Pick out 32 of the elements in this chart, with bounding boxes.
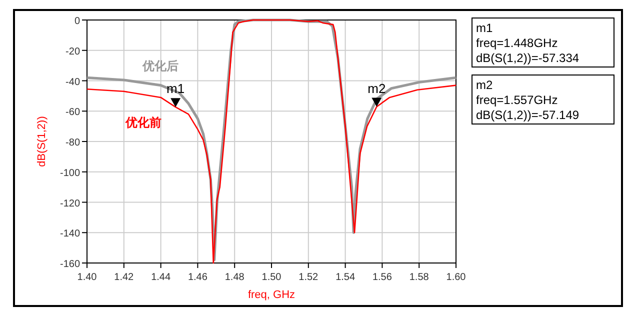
- x-tick-label: 1.56: [372, 272, 392, 283]
- text: m2: [476, 78, 493, 92]
- series-label: 优化后: [141, 59, 178, 74]
- annotation: m1: [166, 81, 185, 96]
- x-axis-title: freq, GHz: [248, 289, 296, 301]
- text: dB(S(1,2))=-57.149: [476, 108, 580, 122]
- x-tick-label: 1.52: [298, 272, 319, 283]
- x-tick-label: 1.42: [114, 272, 134, 283]
- text: m1: [476, 21, 493, 35]
- y-axis-title: dB(S(1,2)): [36, 116, 48, 167]
- x-tick-label: 1.58: [409, 272, 430, 283]
- text: freq=1.557GHz: [476, 93, 558, 107]
- y-tick-label: -20: [66, 46, 80, 58]
- y-tick-label: -100: [60, 168, 80, 179]
- x-tick-label: 1.50: [262, 272, 282, 283]
- y-tick-label: -120: [60, 198, 80, 210]
- y-tick-label: -40: [66, 76, 80, 88]
- x-tick-label: 1.48: [224, 272, 245, 283]
- x-tick-label: 1.46: [188, 272, 208, 283]
- annotation: m2: [368, 80, 386, 96]
- text: dB(S(1,2))=-57.334: [476, 51, 580, 65]
- x-tick-label: 1.60: [446, 272, 466, 283]
- x-tick-label: 1.44: [151, 272, 171, 283]
- x-tick-label: 1.54: [336, 272, 356, 283]
- y-tick-label: -140: [60, 228, 80, 240]
- x-tick-label: 1.40: [77, 272, 98, 283]
- text: freq=1.448GHz: [476, 36, 558, 50]
- y-tick-label: 0: [74, 16, 80, 27]
- y-tick-label: -60: [66, 107, 80, 118]
- y-tick-label: -160: [60, 259, 80, 270]
- series-label: 优化前: [124, 115, 162, 130]
- y-tick-label: -80: [66, 138, 80, 148]
